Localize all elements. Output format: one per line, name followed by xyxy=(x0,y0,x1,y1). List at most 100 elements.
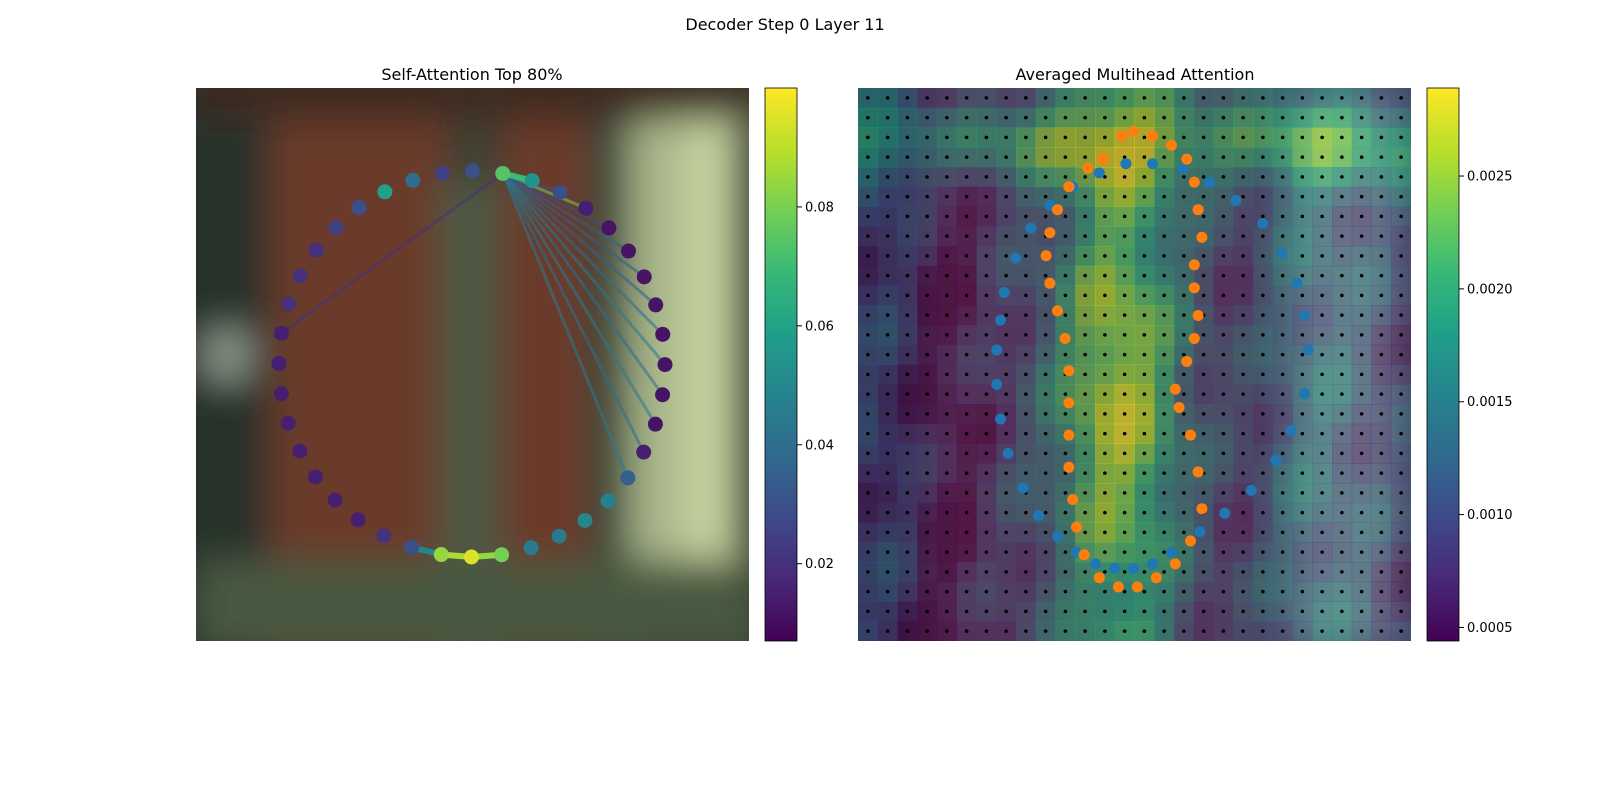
grid-dot xyxy=(1300,293,1305,298)
grid-dot xyxy=(1083,352,1087,357)
grid-dot xyxy=(1142,293,1147,298)
grid-dot xyxy=(1221,313,1226,317)
grid-dot xyxy=(1320,570,1324,574)
grid-dot xyxy=(984,550,989,554)
grid-dot xyxy=(1340,352,1344,357)
grid-dot xyxy=(1142,273,1147,278)
grid-dot xyxy=(1103,372,1107,377)
mean-point xyxy=(1109,563,1120,574)
grid-dot xyxy=(1122,96,1127,100)
grid-dot xyxy=(1359,96,1364,100)
grid-dot xyxy=(1300,96,1305,100)
grid-dot xyxy=(1241,293,1245,298)
grid-dot xyxy=(905,273,910,278)
grid-dot xyxy=(964,293,969,298)
grid-dot xyxy=(984,273,989,278)
grid-dot xyxy=(1359,431,1364,436)
attention-point xyxy=(465,163,481,179)
grid-dot xyxy=(905,471,910,475)
grid-dot xyxy=(1043,451,1048,456)
grid-dot xyxy=(945,570,949,574)
grid-dot xyxy=(905,392,910,396)
grid-dot xyxy=(1122,155,1127,159)
mean-point xyxy=(1147,158,1158,170)
grid-dot xyxy=(1004,570,1008,574)
grid-dot xyxy=(1083,96,1087,100)
grid-dot xyxy=(1379,155,1384,159)
grid-dot xyxy=(945,431,949,436)
attention-point xyxy=(434,165,450,181)
grid-dot xyxy=(1043,372,1048,377)
grid-dot xyxy=(1043,194,1048,199)
attention-link xyxy=(501,171,630,253)
grid-dot xyxy=(1300,491,1305,495)
attention-point xyxy=(405,172,421,188)
grid-dot xyxy=(984,333,989,337)
grid-dot xyxy=(866,214,870,219)
grid-dot xyxy=(964,96,969,100)
grid-dot xyxy=(1261,214,1265,219)
colorbar-tick-label: 0.04 xyxy=(805,438,834,453)
grid-dot xyxy=(1043,431,1048,436)
grid-dot xyxy=(1320,135,1324,140)
grid-dot xyxy=(1340,510,1344,515)
grid-dot xyxy=(1280,96,1285,100)
grid-dot xyxy=(1280,629,1285,633)
grid-dot xyxy=(984,352,989,357)
attention-point xyxy=(308,469,324,485)
grid-dot xyxy=(964,254,969,258)
grid-dot xyxy=(1379,570,1384,574)
predicted-point xyxy=(1040,250,1052,262)
grid-dot xyxy=(1142,352,1147,357)
grid-dot xyxy=(1340,155,1344,159)
grid-dot xyxy=(1004,491,1008,495)
grid-dot xyxy=(1162,609,1166,614)
mean-point xyxy=(1025,222,1037,234)
grid-dot xyxy=(866,570,870,574)
grid-dot xyxy=(1340,175,1344,179)
grid-dot xyxy=(1142,629,1147,633)
grid-dot xyxy=(1142,96,1147,100)
attention-point xyxy=(351,200,367,216)
mean-point xyxy=(1002,448,1014,459)
grid-dot xyxy=(1162,412,1166,416)
grid-dot xyxy=(1004,372,1008,377)
grid-dot xyxy=(964,510,969,515)
grid-dot xyxy=(866,530,870,535)
grid-dot xyxy=(984,471,989,475)
grid-dot xyxy=(925,510,929,515)
grid-dot xyxy=(1280,234,1285,238)
grid-dot xyxy=(984,431,989,436)
grid-dot xyxy=(1340,471,1344,475)
grid-dot xyxy=(945,491,949,495)
grid-dot xyxy=(1043,609,1048,614)
grid-dot xyxy=(964,135,969,140)
grid-dot xyxy=(1103,431,1107,436)
grid-dot xyxy=(1083,431,1087,436)
grid-dot xyxy=(1103,392,1107,396)
grid-dot xyxy=(1201,96,1206,100)
grid-dot xyxy=(885,372,890,377)
grid-dot xyxy=(1024,273,1028,278)
grid-dot xyxy=(1300,352,1305,357)
grid-dot xyxy=(1122,471,1127,475)
grid-dot xyxy=(1320,510,1324,515)
grid-dot xyxy=(1359,254,1364,258)
colorbar-tick-label: 0.02 xyxy=(805,557,834,572)
mean-point xyxy=(1120,158,1132,170)
grid-dot xyxy=(1043,333,1048,337)
grid-dot xyxy=(1024,550,1028,554)
grid-dot xyxy=(885,214,890,219)
colorbar-tick-label: 0.0010 xyxy=(1467,508,1513,523)
attention-point xyxy=(292,268,308,284)
predicted-point xyxy=(1128,126,1139,137)
grid-dot xyxy=(925,372,929,377)
grid-dot xyxy=(1359,550,1364,554)
grid-dot xyxy=(1280,431,1285,436)
grid-dot xyxy=(1083,155,1087,159)
predicted-point xyxy=(1044,227,1056,239)
grid-dot xyxy=(1280,570,1285,574)
grid-dot xyxy=(1379,412,1384,416)
attention-point xyxy=(495,165,511,181)
grid-dot xyxy=(1221,234,1226,238)
